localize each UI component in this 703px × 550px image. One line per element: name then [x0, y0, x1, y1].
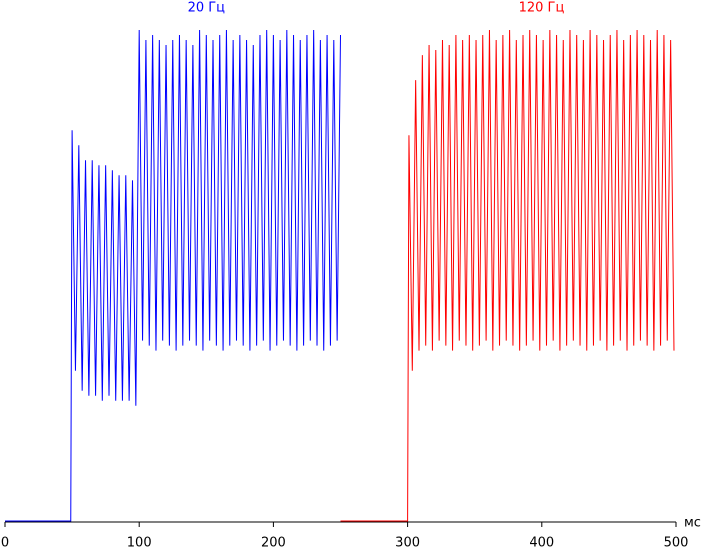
x-tick-label: 300: [395, 536, 420, 550]
x-axis-label: мс: [684, 516, 701, 531]
x-tick-label: 0: [1, 536, 9, 550]
series-line: [340, 30, 675, 522]
x-tick-label: 400: [529, 536, 554, 550]
series-line: [5, 30, 341, 522]
series-label: 120 Гц: [519, 1, 565, 16]
x-tick-label: 200: [261, 536, 286, 550]
x-tick-label: 500: [664, 536, 689, 550]
x-tick-label: 100: [127, 536, 152, 550]
series-label: 20 Гц: [188, 1, 226, 16]
